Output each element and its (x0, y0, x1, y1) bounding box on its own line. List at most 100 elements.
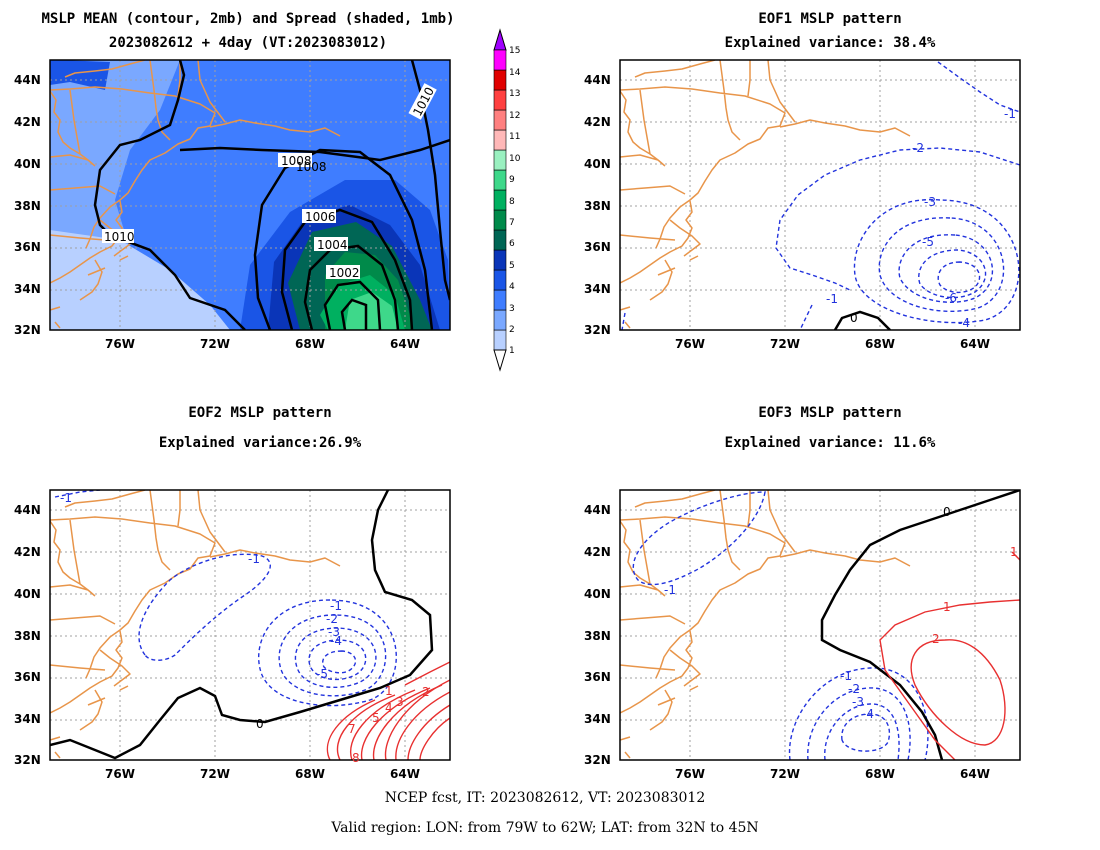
panel-eof1-contour-labels: -1 -2 -3 -5 -6 -4 -1 0 (826, 107, 1016, 330)
colorbar-label: 10 (509, 154, 521, 164)
contour-label: -2 (326, 612, 338, 626)
panel-eof2: EOF2 MSLP pattern Explained variance:26.… (49, 405, 451, 765)
contour-label: -1 (664, 583, 676, 597)
contour-label: 5 (372, 711, 380, 725)
colorbar-swatch (493, 189, 507, 211)
panel-eof2-subtitle: Explained variance:26.9% (159, 435, 362, 451)
panel-eof1-frame (619, 59, 1021, 331)
lon-label: 76W (675, 337, 705, 351)
panel-eof3: EOF3 MSLP pattern Explained variance: 11… (619, 405, 1021, 761)
lat-label: 32N (584, 323, 611, 337)
contour-label: -1 (1004, 107, 1016, 121)
colorbar-label: 9 (509, 175, 515, 185)
panel-eof2-contour-labels: -1 -1 -1 -2 -3 -4 -5 0 1 2 3 4 5 7 8 (60, 491, 430, 765)
contour-label: -3 (852, 695, 864, 709)
lat-label: 34N (14, 712, 41, 726)
contour-label: -1 (60, 491, 72, 505)
contour-label: -1 (840, 669, 852, 683)
colorbar-label: 3 (509, 304, 515, 314)
lon-label: 64W (390, 337, 420, 351)
lon-label: 64W (390, 767, 420, 781)
lat-label: 40N (14, 157, 41, 171)
colorbar-label: 6 (509, 239, 515, 249)
panel-mean-frame (49, 59, 451, 331)
panel-eof1-subtitle: Explained variance: 38.4% (725, 35, 936, 51)
colorbar-swatch (493, 109, 507, 131)
lon-label: 68W (865, 767, 895, 781)
colorbar-label: 1 (509, 346, 515, 356)
colorbar-label: 15 (509, 46, 520, 56)
contour-label: 2 (422, 685, 430, 699)
colorbar-label: 2 (509, 325, 515, 335)
contour-label: 0 (256, 717, 264, 731)
colorbar-swatch (493, 209, 507, 231)
lat-label: 34N (14, 282, 41, 296)
panel-eof2-frame (49, 489, 451, 761)
contour-label: -3 (328, 625, 340, 639)
panel-eof3-subtitle: Explained variance: 11.6% (725, 435, 936, 451)
lat-label: 42N (584, 115, 611, 129)
contour-label: 1006 (305, 210, 336, 224)
colorbar-swatch (493, 69, 507, 91)
axis-labels: 44N 42N 40N 38N 36N 34N 32N 44N 42N 40N … (14, 73, 990, 781)
lon-label: 72W (770, 337, 800, 351)
lat-label: 36N (14, 240, 41, 254)
lon-label: 68W (295, 767, 325, 781)
lat-label: 40N (14, 587, 41, 601)
lon-label: 68W (865, 337, 895, 351)
lat-label: 34N (584, 712, 611, 726)
contour-label: 1002 (329, 266, 360, 280)
lat-label: 32N (14, 323, 41, 337)
colorbar-label: 7 (509, 218, 515, 228)
contour-label: 3 (396, 695, 404, 709)
contour-label: -5 (316, 667, 328, 681)
colorbar-swatch (493, 129, 507, 151)
lon-label: 68W (295, 337, 325, 351)
lon-labels: 76W 72W 68W 64W 76W 72W 68W 64W 76W 72W … (105, 337, 990, 781)
lat-labels-left: 44N 42N 40N 38N 36N 34N 32N 44N 42N 40N … (14, 73, 41, 767)
contour-label: 4 (385, 701, 393, 715)
contour-label: -4 (958, 316, 970, 330)
lon-label: 72W (200, 767, 230, 781)
lat-label: 32N (14, 753, 41, 767)
lat-label: 44N (14, 503, 41, 517)
lat-label: 40N (584, 157, 611, 171)
contour-label: 8 (352, 751, 360, 765)
colorbar-swatch (493, 169, 507, 191)
contour-label: 1008 (296, 160, 327, 174)
lat-label: 36N (584, 240, 611, 254)
lon-label: 72W (200, 337, 230, 351)
lat-label: 44N (584, 503, 611, 517)
panel-eof3-contour-labels: -1 0 1 2 1 -1 -2 -3 -4 (664, 505, 1018, 721)
contour-label: 1010 (104, 230, 135, 244)
panel-eof2-title: EOF2 MSLP pattern (188, 405, 331, 421)
contour-label: 2 (932, 632, 940, 646)
lat-label: 38N (584, 629, 611, 643)
lat-label: 38N (14, 629, 41, 643)
lat-label: 34N (584, 282, 611, 296)
contour-label: -2 (848, 682, 860, 696)
colorbar-swatch (493, 149, 507, 171)
colorbar-label: 11 (509, 132, 520, 142)
contour-label: -6 (945, 291, 957, 305)
contour-label: 1004 (317, 238, 348, 252)
lat-label: 38N (584, 199, 611, 213)
contour-label: -5 (922, 235, 934, 249)
lat-label: 42N (14, 115, 41, 129)
lat-label: 44N (14, 73, 41, 87)
colorbar-swatch (493, 249, 507, 271)
contour-label: 7 (348, 722, 356, 736)
colorbar-swatch (493, 309, 507, 331)
contour-label: -2 (912, 141, 924, 155)
panel-mean: MSLP MEAN (contour, 2mb) and Spread (sha… (41, 11, 455, 331)
panel-eof1: EOF1 MSLP pattern Explained variance: 38… (619, 11, 1021, 331)
lon-label: 64W (960, 337, 990, 351)
colorbar-swatch (493, 89, 507, 111)
colorbar: 15 14 13 12 11 10 9 8 7 6 5 4 3 2 1 (493, 28, 521, 372)
colorbar-label: 8 (509, 197, 515, 207)
lon-label: 76W (105, 767, 135, 781)
panel-eof1-title: EOF1 MSLP pattern (758, 11, 901, 27)
panel-eof3-frame (619, 489, 1021, 761)
contour-label: -4 (330, 634, 342, 648)
lat-label: 40N (584, 587, 611, 601)
